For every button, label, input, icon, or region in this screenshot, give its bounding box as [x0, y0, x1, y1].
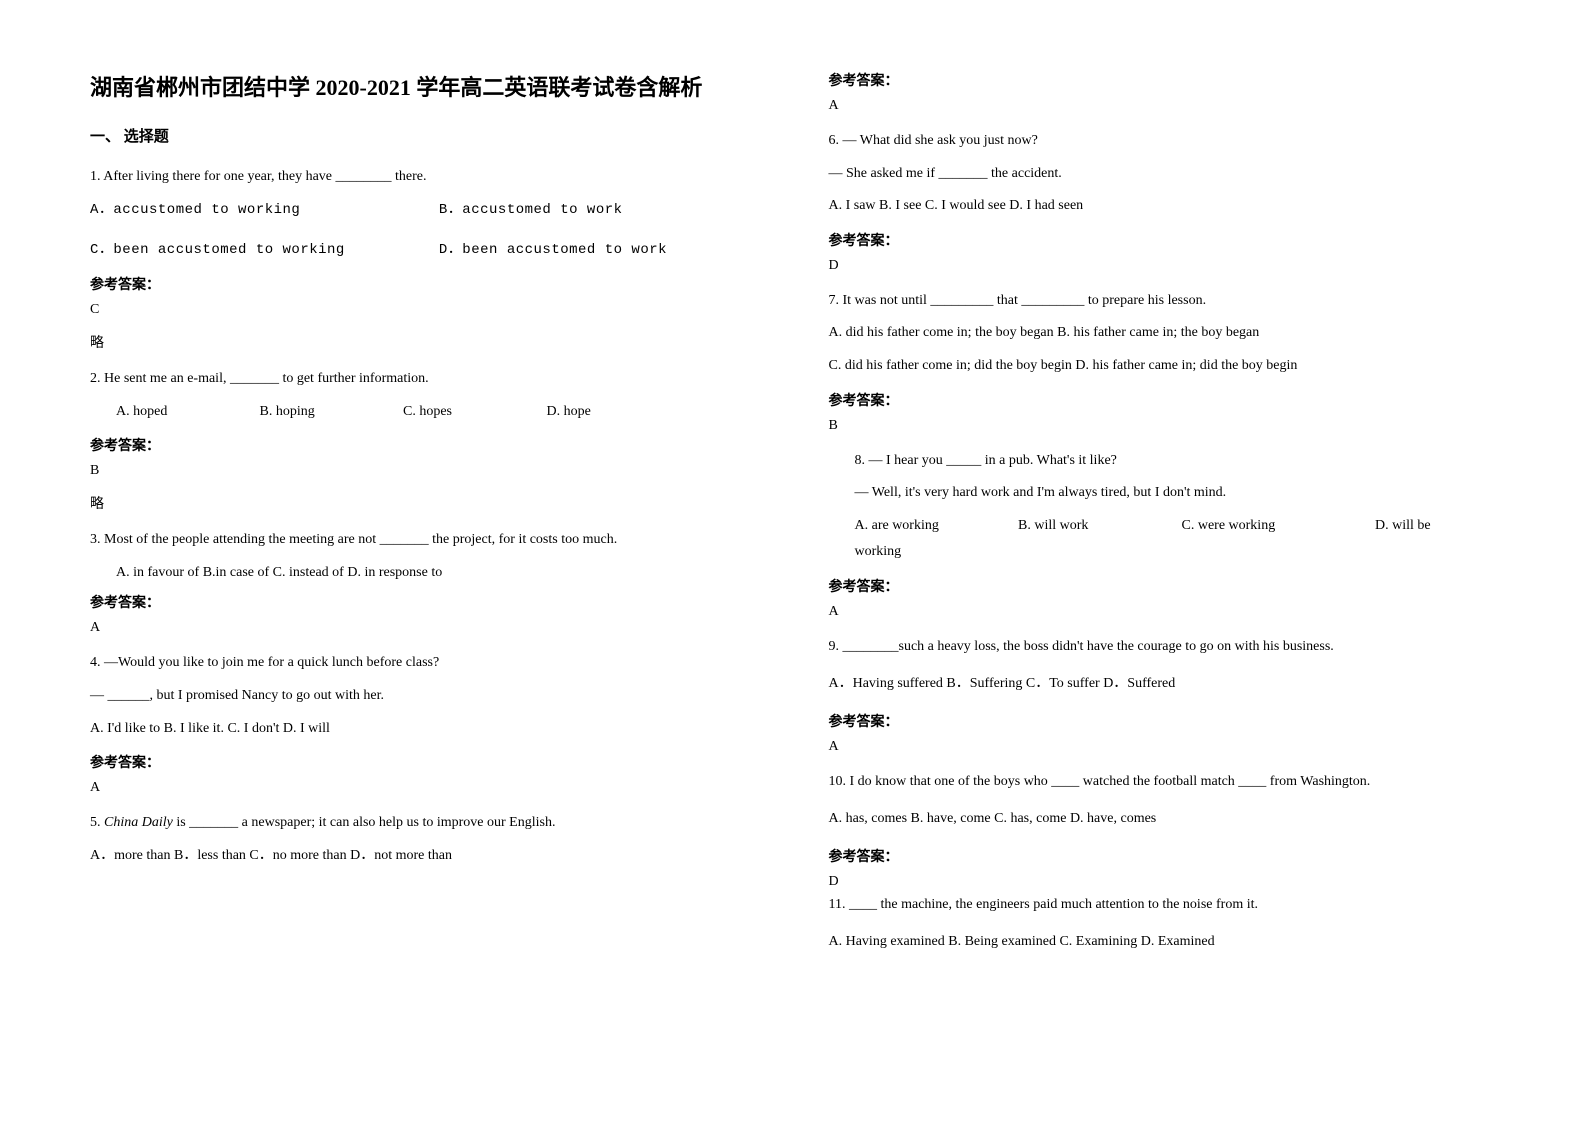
q11-text: 11. ____ the machine, the engineers paid…: [829, 892, 1508, 919]
q4-answer-label: 参考答案：: [90, 752, 769, 772]
q5-answer-label: 参考答案：: [829, 70, 1508, 90]
doc-title: 湖南省郴州市团结中学 2020-2021 学年高二英语联考试卷含解析: [90, 70, 769, 105]
q5-italic: China Daily: [104, 815, 173, 830]
q6-answer-label: 参考答案：: [829, 230, 1508, 250]
q5-answer: A: [829, 98, 1508, 114]
q7-text: 7. It was not until _________ that _____…: [829, 288, 1508, 315]
q4-options: A. I'd like to B. I like it. C. I don't …: [90, 716, 769, 743]
q3-options: A. in favour of B.in case of C. instead …: [90, 560, 769, 587]
q10-options: A. has, comes B. have, come C. has, come…: [829, 806, 1508, 833]
q6-answer: D: [829, 258, 1508, 274]
q6-text2: — She asked me if _______ the accident.: [829, 161, 1508, 188]
q1-answer: C: [90, 302, 769, 318]
q7-options1: A. did his father come in; the boy began…: [829, 320, 1508, 347]
q10-answer: D: [829, 874, 1508, 890]
page: 湖南省郴州市团结中学 2020-2021 学年高二英语联考试卷含解析 一、 选择…: [0, 0, 1587, 1122]
q1-answer-label: 参考答案：: [90, 274, 769, 294]
q1-note: 略: [90, 332, 769, 352]
q8-answer-label: 参考答案：: [829, 576, 1508, 596]
q2-optA: A. hoped: [116, 399, 226, 426]
q1-optA: A．accustomed to working: [90, 197, 400, 224]
q9-answer-label: 参考答案：: [829, 711, 1508, 731]
q7-answer: B: [829, 418, 1508, 434]
q2-optD: D. hope: [547, 404, 591, 419]
q9-options: A．Having suffered B．Suffering C．To suffe…: [829, 671, 1508, 698]
q5-text: 5. China Daily is _______ a newspaper; i…: [90, 810, 769, 837]
q1-optD: D．been accustomed to work: [439, 242, 667, 258]
q2-optB: B. hoping: [260, 399, 370, 426]
q10-answer-label: 参考答案：: [829, 846, 1508, 866]
q1-optC: C．been accustomed to working: [90, 237, 400, 264]
q2-optC: C. hopes: [403, 399, 513, 426]
q8-optA: A. are working: [855, 513, 985, 540]
q7-options2: C. did his father come in; did the boy b…: [829, 353, 1508, 380]
q8-optC: C. were working: [1182, 513, 1342, 540]
q8-optB: B. will work: [1018, 513, 1148, 540]
q5-options: A．more than B．less than C．no more than D…: [90, 843, 769, 870]
q7-answer-label: 参考答案：: [829, 390, 1508, 410]
q6-options: A. I saw B. I see C. I would see D. I ha…: [829, 193, 1508, 220]
q4-text1: 4. —Would you like to join me for a quic…: [90, 650, 769, 677]
q3-answer-label: 参考答案：: [90, 592, 769, 612]
q2-answer: B: [90, 463, 769, 479]
q9-text: 9. ________such a heavy loss, the boss d…: [829, 634, 1508, 661]
q8-options: A. are working B. will work C. were work…: [829, 513, 1508, 566]
q2-options: A. hoped B. hoping C. hopes D. hope: [90, 399, 769, 426]
q2-text: 2. He sent me an e-mail, _______ to get …: [90, 366, 769, 393]
q1-optB: B．accustomed to work: [439, 202, 623, 218]
q2-note: 略: [90, 493, 769, 513]
q4-answer: A: [90, 780, 769, 796]
q3-answer: A: [90, 620, 769, 636]
q8-text2: — Well, it's very hard work and I'm alwa…: [829, 480, 1508, 507]
q9-answer: A: [829, 739, 1508, 755]
q11-options: A. Having examined B. Being examined C. …: [829, 929, 1508, 956]
right-column: 参考答案： A 6. — What did she ask you just n…: [809, 70, 1528, 1082]
q6-text1: 6. — What did she ask you just now?: [829, 128, 1508, 155]
q2-answer-label: 参考答案：: [90, 435, 769, 455]
q10-text: 10. I do know that one of the boys who _…: [829, 769, 1508, 796]
q8-text1: 8. — I hear you _____ in a pub. What's i…: [829, 448, 1508, 475]
q4-text2: — ______, but I promised Nancy to go out…: [90, 683, 769, 710]
q3-text: 3. Most of the people attending the meet…: [90, 527, 769, 554]
left-column: 湖南省郴州市团结中学 2020-2021 学年高二英语联考试卷含解析 一、 选择…: [90, 70, 809, 1082]
q1-text: 1. After living there for one year, they…: [90, 164, 769, 191]
section-heading: 一、 选择题: [90, 125, 769, 146]
q5-rest: is _______ a newspaper; it can also help…: [173, 815, 556, 830]
q5-num: 5.: [90, 815, 104, 830]
q1-options-row2: C．been accustomed to working D．been accu…: [90, 237, 769, 264]
q1-options-row1: A．accustomed to working B．accustomed to …: [90, 197, 769, 224]
q8-answer: A: [829, 604, 1508, 620]
